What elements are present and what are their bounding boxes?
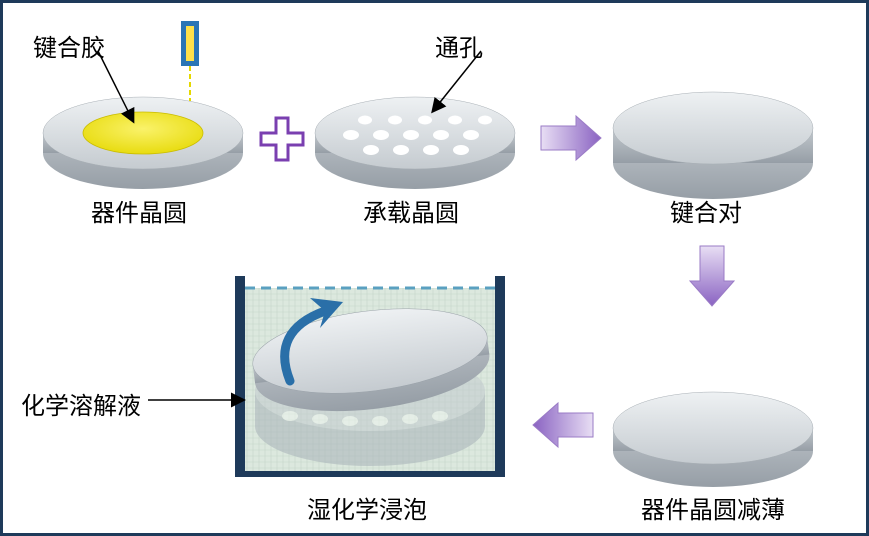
diagram-svg (3, 3, 866, 533)
wafer-device (43, 97, 243, 189)
wafer-thinned (613, 392, 813, 487)
arrow-down (690, 246, 734, 306)
arrow-right-1 (541, 116, 601, 160)
tank (235, 276, 505, 477)
plus-icon (261, 118, 303, 160)
wafer-pair (613, 92, 813, 199)
nozzle-icon (181, 21, 199, 101)
diagram-frame: 键合胶 通孔 化学溶解液 器件晶圆 承载晶圆 键合对 器件晶圆减薄 湿化学浸泡 (0, 0, 869, 536)
wafer-carrier (315, 97, 515, 189)
arrow-left (533, 403, 593, 447)
